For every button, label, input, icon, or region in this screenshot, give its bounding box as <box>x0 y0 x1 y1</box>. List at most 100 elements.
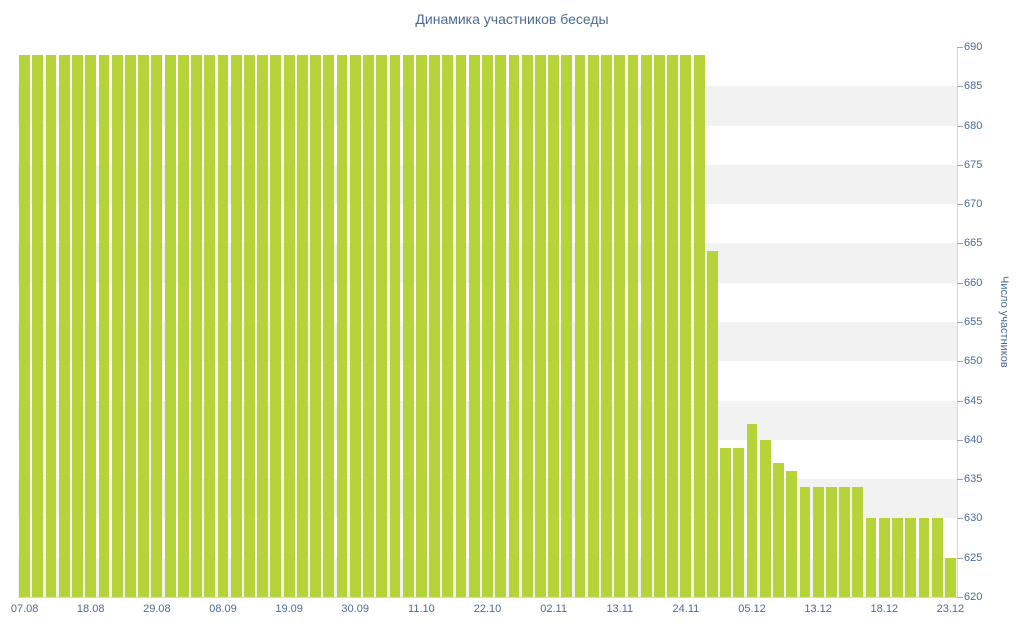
y-tick <box>957 125 963 127</box>
y-tick-label: 680 <box>964 119 983 132</box>
bar[interactable] <box>19 54 31 597</box>
plot-area <box>18 47 958 598</box>
x-tick-label: 07.08 <box>10 603 39 615</box>
y-tick <box>957 243 963 245</box>
x-tick-label: 18.12 <box>870 603 899 615</box>
bar[interactable] <box>799 487 811 597</box>
bar[interactable] <box>839 487 850 597</box>
bar[interactable] <box>98 54 110 597</box>
bar[interactable] <box>389 54 401 597</box>
bar[interactable] <box>323 54 335 597</box>
bar[interactable] <box>508 54 520 597</box>
bar[interactable] <box>349 54 361 597</box>
x-tick-label: 11.10 <box>408 603 435 615</box>
bar[interactable] <box>905 518 917 597</box>
bar[interactable] <box>944 557 956 597</box>
bar[interactable] <box>217 54 229 597</box>
bar[interactable] <box>204 54 216 597</box>
bar[interactable] <box>495 54 507 597</box>
bar[interactable] <box>825 487 837 597</box>
x-tick-label: 30.09 <box>341 603 369 615</box>
bar[interactable] <box>138 54 150 597</box>
y-tick <box>957 557 963 559</box>
bar[interactable] <box>548 54 560 597</box>
bar[interactable] <box>561 54 573 597</box>
bar[interactable] <box>296 54 308 597</box>
bar[interactable] <box>363 54 374 597</box>
y-tick-label: 685 <box>964 80 983 93</box>
bar[interactable] <box>601 54 612 597</box>
bar[interactable] <box>191 54 202 597</box>
bar[interactable] <box>614 54 626 597</box>
bar[interactable] <box>376 54 388 597</box>
bar[interactable] <box>58 54 70 597</box>
bar[interactable] <box>892 518 903 597</box>
bar[interactable] <box>640 54 652 597</box>
bar[interactable] <box>455 54 467 597</box>
x-tick-label: 19.09 <box>275 603 303 615</box>
bar[interactable] <box>706 251 718 597</box>
y-tick-label: 665 <box>964 237 983 250</box>
y-tick-label: 650 <box>964 355 983 368</box>
bar[interactable] <box>574 54 586 597</box>
bar[interactable] <box>151 54 163 597</box>
bar[interactable] <box>310 54 321 597</box>
bar[interactable] <box>85 54 97 597</box>
bar[interactable] <box>878 518 890 597</box>
bar[interactable] <box>746 424 758 597</box>
y-axis-title: Число участников <box>998 276 1010 368</box>
y-tick-label: 660 <box>964 276 983 289</box>
x-tick-label: 22.10 <box>473 603 502 615</box>
bar[interactable] <box>720 447 731 597</box>
bar[interactable] <box>32 54 44 597</box>
bar[interactable] <box>177 54 189 597</box>
bar[interactable] <box>773 463 784 597</box>
bar[interactable] <box>521 54 533 597</box>
bar[interactable] <box>125 54 136 597</box>
y-tick <box>957 439 963 441</box>
bar[interactable] <box>667 54 679 597</box>
bar[interactable] <box>587 54 599 597</box>
bar[interactable] <box>733 447 745 597</box>
y-tick-label: 635 <box>964 473 983 486</box>
y-tick-label: 645 <box>964 394 983 407</box>
bar[interactable] <box>627 54 639 597</box>
bar[interactable] <box>45 54 57 597</box>
y-tick-label: 640 <box>964 433 983 446</box>
bar[interactable] <box>468 54 480 597</box>
y-tick <box>957 597 963 598</box>
bar[interactable] <box>812 487 824 597</box>
bar[interactable] <box>270 54 282 597</box>
bar[interactable] <box>931 518 943 597</box>
y-tick <box>957 322 963 323</box>
bar[interactable] <box>429 54 441 597</box>
y-tick-label: 675 <box>964 158 983 171</box>
bar[interactable] <box>415 54 427 597</box>
bar[interactable] <box>693 54 705 597</box>
bar[interactable] <box>534 54 546 597</box>
bar[interactable] <box>786 471 798 597</box>
bar[interactable] <box>852 487 864 597</box>
bar[interactable] <box>244 54 255 597</box>
bar[interactable] <box>283 54 295 597</box>
bar[interactable] <box>654 54 665 597</box>
bar[interactable] <box>257 54 269 597</box>
bar[interactable] <box>336 54 348 597</box>
bar[interactable] <box>865 518 877 597</box>
bar[interactable] <box>164 54 176 597</box>
chart-title: Динамика участников беседы <box>415 11 609 27</box>
bar[interactable] <box>759 439 771 597</box>
bar[interactable] <box>230 54 242 597</box>
bar[interactable] <box>111 54 123 597</box>
bar[interactable] <box>402 54 414 597</box>
bar[interactable] <box>482 54 493 597</box>
y-tick <box>957 479 963 481</box>
y-tick <box>957 204 963 206</box>
bar[interactable] <box>72 54 83 597</box>
bar[interactable] <box>918 518 930 597</box>
y-tick-label: 620 <box>964 591 983 603</box>
bar[interactable] <box>680 54 692 597</box>
bar[interactable] <box>442 54 454 597</box>
x-tick-label: 13.11 <box>606 603 634 615</box>
